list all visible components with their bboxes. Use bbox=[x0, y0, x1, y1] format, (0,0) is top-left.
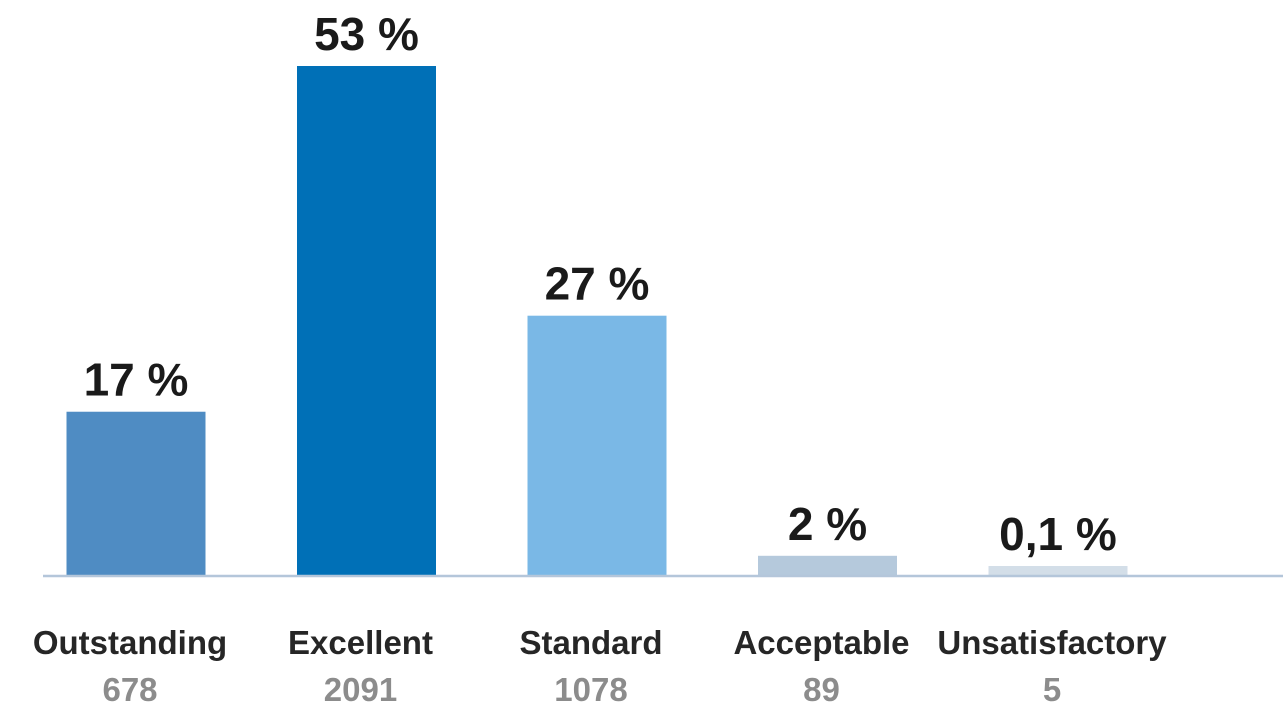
count-label-acceptable: 89 bbox=[803, 671, 840, 703]
count-label-excellent: 2091 bbox=[324, 671, 397, 703]
value-label-excellent: 53 % bbox=[314, 8, 419, 60]
bar-standard bbox=[527, 315, 667, 575]
count-labels-group: 678 2091 1078 89 5 bbox=[102, 671, 1061, 703]
category-labels-group: Outstanding Excellent Standard Acceptable Un… bbox=[33, 624, 1167, 661]
value-labels-group: 17 % 53 % 27 % 2 % 0,1 % bbox=[84, 8, 1117, 560]
category-label-outstanding: Outstanding bbox=[33, 624, 227, 661]
bar-outstanding bbox=[66, 411, 206, 575]
count-label-standard: 1078 bbox=[554, 671, 627, 703]
bar-excellent bbox=[297, 66, 436, 575]
count-label-unsatisfactory: 5 bbox=[1043, 671, 1061, 703]
category-label-acceptable: Acceptable bbox=[733, 624, 909, 661]
bar-unsatisfactory bbox=[988, 566, 1128, 575]
category-label-standard: Standard bbox=[519, 624, 662, 661]
value-label-unsatisfactory: 0,1 % bbox=[999, 508, 1117, 560]
category-label-unsatisfactory: Unsatisfactory bbox=[937, 624, 1167, 661]
bar-acceptable bbox=[758, 555, 897, 575]
bars-group bbox=[66, 66, 1128, 575]
count-label-outstanding: 678 bbox=[102, 671, 157, 703]
value-label-standard: 27 % bbox=[545, 258, 650, 310]
category-label-excellent: Excellent bbox=[288, 624, 433, 661]
value-label-acceptable: 2 % bbox=[788, 498, 867, 550]
value-label-outstanding: 17 % bbox=[84, 354, 189, 406]
